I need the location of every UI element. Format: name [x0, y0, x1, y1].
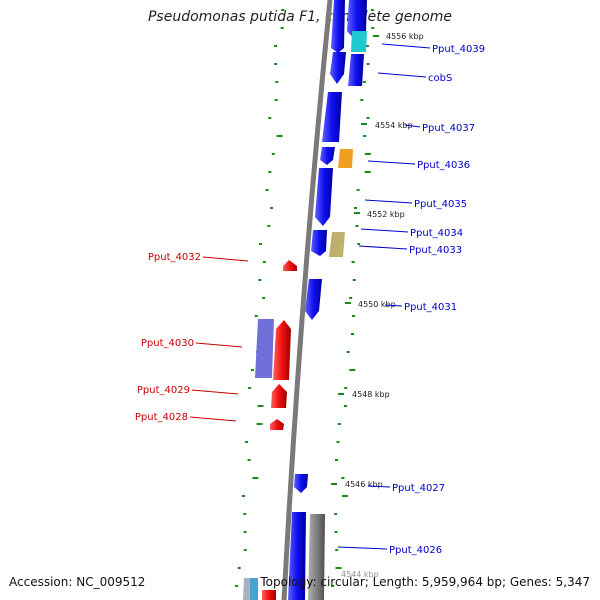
- gene-feature[interactable]: [351, 31, 367, 52]
- gene-label[interactable]: Pput_4030: [141, 338, 194, 349]
- gene-label[interactable]: Pput_4028: [135, 412, 188, 423]
- position-label: 4544 kbp: [341, 570, 379, 579]
- gene-feature[interactable]: [294, 474, 308, 493]
- gene-label[interactable]: Pput_4033: [409, 245, 462, 256]
- gene-feature[interactable]: [348, 54, 364, 86]
- gene-label[interactable]: Pput_4036: [417, 160, 470, 171]
- position-label: 4554 kbp: [375, 121, 413, 130]
- gene-label[interactable]: Pput_4031: [404, 302, 457, 313]
- gene-feature[interactable]: [288, 512, 306, 600]
- gene-feature[interactable]: [330, 52, 346, 84]
- gene-label[interactable]: cobS: [428, 73, 452, 84]
- topology-text: Topology: circular; Length: 5,959,964 bp…: [260, 575, 590, 589]
- gene-feature[interactable]: [331, 0, 345, 53]
- accession-text: Accession: NC_009512: [9, 575, 146, 589]
- gene-feature[interactable]: [305, 279, 322, 320]
- gene-feature[interactable]: [322, 92, 342, 142]
- gene-feature[interactable]: [320, 147, 335, 165]
- position-ticks: [331, 35, 379, 485]
- gene-label[interactable]: Pput_4034: [410, 228, 463, 239]
- gene-label[interactable]: Pput_4027: [392, 483, 445, 494]
- position-label: 4548 kbp: [352, 390, 390, 399]
- gene-label[interactable]: Pput_4035: [414, 199, 467, 210]
- gene-label[interactable]: Pput_4032: [148, 252, 201, 263]
- gene-feature[interactable]: [255, 319, 274, 378]
- gene-feature[interactable]: [262, 590, 276, 600]
- gene-label[interactable]: Pput_4039: [432, 44, 485, 55]
- genome-backbone: [281, 0, 333, 600]
- gene-feature[interactable]: [347, 0, 367, 41]
- gene-feature[interactable]: [283, 260, 297, 271]
- gene-feature[interactable]: [271, 384, 287, 408]
- gene-feature[interactable]: [311, 230, 327, 256]
- position-label: 4556 kbp: [386, 32, 424, 41]
- position-label: 4550 kbp: [358, 300, 396, 309]
- gene-feature[interactable]: [329, 232, 345, 257]
- map-title: Pseudomonas putida F1, complete genome: [147, 9, 453, 25]
- gene-feature[interactable]: [315, 168, 333, 226]
- gene-feature[interactable]: [308, 514, 325, 600]
- gene-label-leaders-left: [189, 256, 249, 422]
- gc-track-inner: [331, 9, 375, 587]
- gene-label[interactable]: Pput_4026: [389, 545, 442, 556]
- gene-label[interactable]: Pput_4037: [422, 123, 475, 134]
- gc-track-outer: [235, 9, 285, 587]
- gene-feature[interactable]: [250, 578, 258, 600]
- gene-feature[interactable]: [338, 149, 353, 168]
- gene-feature[interactable]: [270, 419, 284, 430]
- position-label: 4552 kbp: [367, 210, 405, 219]
- position-label: 4546 kbp: [345, 480, 383, 489]
- gene-label-leaders-right: [337, 43, 431, 550]
- gene-feature[interactable]: [273, 320, 291, 380]
- gene-label[interactable]: Pput_4029: [137, 385, 190, 396]
